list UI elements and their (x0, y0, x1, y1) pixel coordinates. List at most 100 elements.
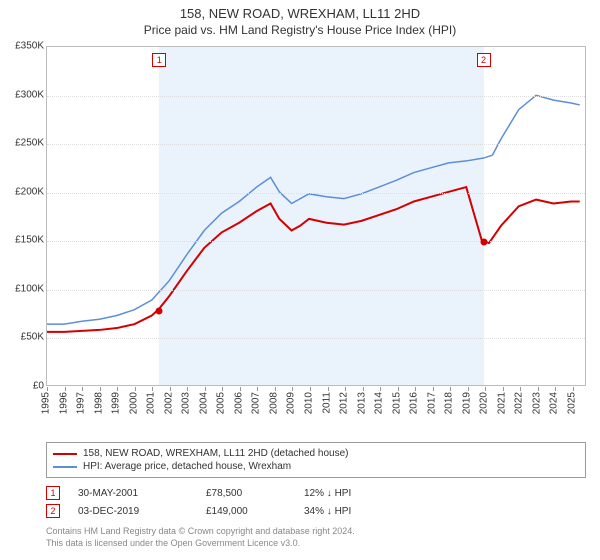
x-tick-label: 2023 (531, 392, 542, 414)
x-tick (47, 387, 48, 391)
x-tick (520, 387, 521, 391)
legend-swatch (53, 466, 77, 468)
y-tick-label: £150K (4, 235, 44, 246)
legend-item: HPI: Average price, detached house, Wrex… (53, 460, 579, 473)
x-tick-label: 2022 (514, 392, 525, 414)
x-tick (310, 387, 311, 391)
gridline (47, 96, 585, 97)
plot-area: 12 (46, 46, 586, 386)
sale-dot (480, 239, 487, 246)
sale-date: 30-MAY-2001 (78, 488, 188, 499)
x-tick-label: 2013 (356, 392, 367, 414)
table-row: 1 30-MAY-2001 £78,500 12% ↓ HPI (46, 484, 586, 502)
x-tick-label: 2024 (549, 392, 560, 414)
x-tick-label: 2019 (461, 392, 472, 414)
legend-swatch (53, 453, 77, 455)
x-tick (100, 387, 101, 391)
y-tick-label: £350K (4, 41, 44, 52)
x-tick (82, 387, 83, 391)
title-block: 158, NEW ROAD, WREXHAM, LL11 2HD Price p… (0, 0, 600, 39)
x-tick (170, 387, 171, 391)
x-tick-label: 2006 (233, 392, 244, 414)
y-tick-label: £250K (4, 138, 44, 149)
sale-diff: 34% ↓ HPI (304, 506, 404, 517)
x-tick-label: 2011 (321, 392, 332, 414)
sale-price: £149,000 (206, 506, 286, 517)
gridline (47, 241, 585, 242)
sale-date: 03-DEC-2019 (78, 506, 188, 517)
y-tick-label: £50K (4, 332, 44, 343)
sale-diff: 12% ↓ HPI (304, 488, 404, 499)
gridline (47, 144, 585, 145)
legend-label: HPI: Average price, detached house, Wrex… (83, 461, 291, 472)
x-tick-label: 1999 (111, 392, 122, 414)
chart-container: 158, NEW ROAD, WREXHAM, LL11 2HD Price p… (0, 0, 600, 560)
x-tick (345, 387, 346, 391)
x-tick-label: 2020 (479, 392, 490, 414)
series-price_paid (47, 187, 580, 332)
x-tick (65, 387, 66, 391)
chart-title: 158, NEW ROAD, WREXHAM, LL11 2HD (0, 6, 600, 21)
x-tick-label: 2018 (444, 392, 455, 414)
x-tick-label: 2014 (374, 392, 385, 414)
x-tick-label: 2021 (496, 392, 507, 414)
x-tick-label: 2003 (181, 392, 192, 414)
legend-label: 158, NEW ROAD, WREXHAM, LL11 2HD (detach… (83, 448, 348, 459)
x-tick-label: 2017 (426, 392, 437, 414)
chart-subtitle: Price paid vs. HM Land Registry's House … (0, 23, 600, 37)
x-tick (292, 387, 293, 391)
x-tick (257, 387, 258, 391)
x-tick-label: 1998 (93, 392, 104, 414)
x-tick (485, 387, 486, 391)
legend: 158, NEW ROAD, WREXHAM, LL11 2HD (detach… (46, 442, 586, 478)
x-tick (503, 387, 504, 391)
series-svg (47, 47, 585, 385)
x-tick (415, 387, 416, 391)
x-tick-label: 2005 (216, 392, 227, 414)
x-tick (468, 387, 469, 391)
x-tick-label: 1996 (58, 392, 69, 414)
sale-dot (156, 307, 163, 314)
x-tick (117, 387, 118, 391)
attribution-line: Contains HM Land Registry data © Crown c… (46, 526, 586, 538)
x-tick (433, 387, 434, 391)
x-tick-label: 2016 (409, 392, 420, 414)
sale-marker-box: 1 (152, 53, 166, 67)
x-tick-label: 2004 (198, 392, 209, 414)
x-tick (380, 387, 381, 391)
sale-price: £78,500 (206, 488, 286, 499)
sales-table: 1 30-MAY-2001 £78,500 12% ↓ HPI 2 03-DEC… (46, 484, 586, 520)
x-tick-label: 2000 (128, 392, 139, 414)
x-tick-label: 1997 (76, 392, 87, 414)
x-tick (275, 387, 276, 391)
x-tick (398, 387, 399, 391)
x-tick-label: 2007 (251, 392, 262, 414)
x-tick-label: 2012 (339, 392, 350, 414)
x-tick-label: 2008 (268, 392, 279, 414)
y-tick-label: £300K (4, 89, 44, 100)
table-row: 2 03-DEC-2019 £149,000 34% ↓ HPI (46, 502, 586, 520)
x-tick (205, 387, 206, 391)
sale-marker-icon: 1 (46, 486, 60, 500)
x-tick (450, 387, 451, 391)
x-tick (222, 387, 223, 391)
x-tick (135, 387, 136, 391)
y-tick-label: £100K (4, 283, 44, 294)
sale-marker-box: 2 (477, 53, 491, 67)
attribution-line: This data is licensed under the Open Gov… (46, 538, 586, 550)
y-tick-label: £200K (4, 186, 44, 197)
x-tick-label: 2009 (286, 392, 297, 414)
x-tick-label: 2002 (163, 392, 174, 414)
attribution: Contains HM Land Registry data © Crown c… (46, 526, 586, 549)
x-tick-label: 1995 (41, 392, 52, 414)
y-tick-label: £0 (4, 381, 44, 392)
x-tick (240, 387, 241, 391)
x-tick (538, 387, 539, 391)
x-tick (187, 387, 188, 391)
gridline (47, 338, 585, 339)
x-tick (328, 387, 329, 391)
x-tick (573, 387, 574, 391)
gridline (47, 193, 585, 194)
x-tick (363, 387, 364, 391)
sale-marker-icon: 2 (46, 504, 60, 518)
